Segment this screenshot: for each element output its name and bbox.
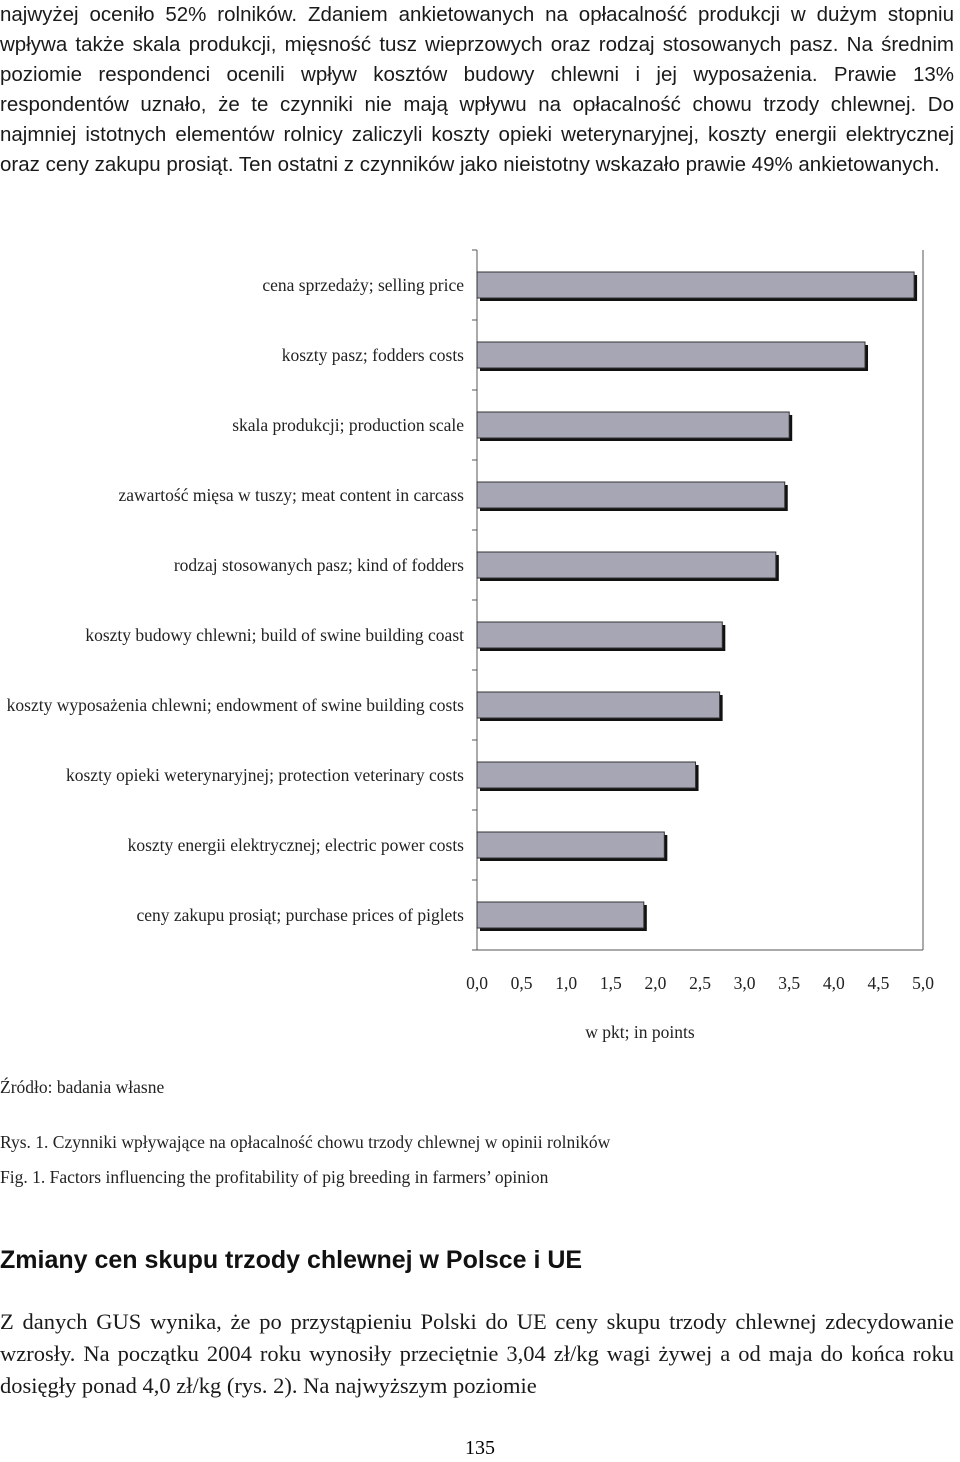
x-tick-label: 1,5 — [599, 973, 622, 993]
bar — [476, 341, 866, 369]
bar — [476, 551, 777, 579]
x-tick-label: 2,0 — [644, 973, 667, 993]
x-tick-label: 3,0 — [733, 973, 756, 993]
bar-chart-svg — [472, 249, 924, 951]
x-tick-label: 1,0 — [555, 973, 578, 993]
x-tick-label: 5,0 — [912, 973, 934, 993]
intro-paragraph: najwyżej oceniło 52% rolników. Zdaniem a… — [0, 3, 954, 176]
category-label: koszty budowy chlewni; build of swine bu… — [85, 625, 464, 645]
x-tick-label: 0,0 — [466, 973, 488, 993]
category-label: koszty wyposażenia chlewni; endowment of… — [6, 695, 464, 715]
category-label: skala produkcji; production scale — [232, 415, 464, 435]
bar — [476, 691, 721, 719]
x-tick-label: 4,5 — [867, 973, 890, 993]
x-tick-label: 2,5 — [689, 973, 711, 993]
bar — [476, 271, 915, 299]
x-tick-label: 3,5 — [778, 973, 801, 993]
section-paragraph: Z danych GUS wynika, że po przystąpieniu… — [0, 1309, 954, 1398]
x-axis-label: w pkt; in points — [585, 1022, 695, 1042]
category-label: koszty pasz; fodders costs — [281, 345, 464, 365]
page-number: 135 — [465, 1437, 495, 1459]
source-note: Źródło: badania własne — [0, 1077, 165, 1097]
bar — [476, 481, 786, 509]
section-heading: Zmiany cen skupu trzody chlewnej w Polsc… — [0, 1246, 583, 1274]
category-label: koszty opieki weterynaryjnej; protection… — [66, 765, 464, 785]
category-label: rodzaj stosowanych pasz; kind of fodders — [173, 555, 464, 575]
bar — [476, 761, 697, 789]
bar — [476, 901, 645, 929]
bar-chart: cena sprzedaży; selling price koszty pasz… — [0, 240, 960, 1050]
bar — [476, 621, 723, 649]
x-tick-label: 4,0 — [822, 973, 845, 993]
bar — [476, 831, 665, 859]
category-label: cena sprzedaży; selling price — [262, 275, 464, 295]
category-label: zawartość mięsa w tuszy; meat content in… — [118, 485, 465, 505]
x-tick-label: 0,5 — [510, 973, 533, 993]
bar — [476, 411, 790, 439]
figure-caption-en: Fig. 1. Factors influencing the profitab… — [0, 1167, 549, 1187]
category-label: koszty energii elektrycznej; electric po… — [127, 835, 464, 855]
figure-caption-pl: Rys. 1. Czynniki wpływające na opłacalno… — [0, 1132, 611, 1152]
category-label: ceny zakupu prosiąt; purchase prices of … — [136, 905, 464, 925]
